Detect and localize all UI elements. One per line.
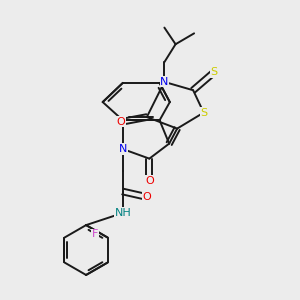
Text: S: S: [210, 67, 218, 77]
Text: S: S: [200, 108, 207, 118]
Text: O: O: [117, 117, 126, 127]
Text: S: S: [200, 108, 207, 118]
Text: N: N: [160, 77, 169, 87]
Text: N: N: [118, 144, 127, 154]
Text: O: O: [145, 176, 154, 186]
Text: O: O: [142, 192, 151, 202]
Text: NH: NH: [115, 208, 131, 218]
Text: F: F: [92, 230, 98, 239]
